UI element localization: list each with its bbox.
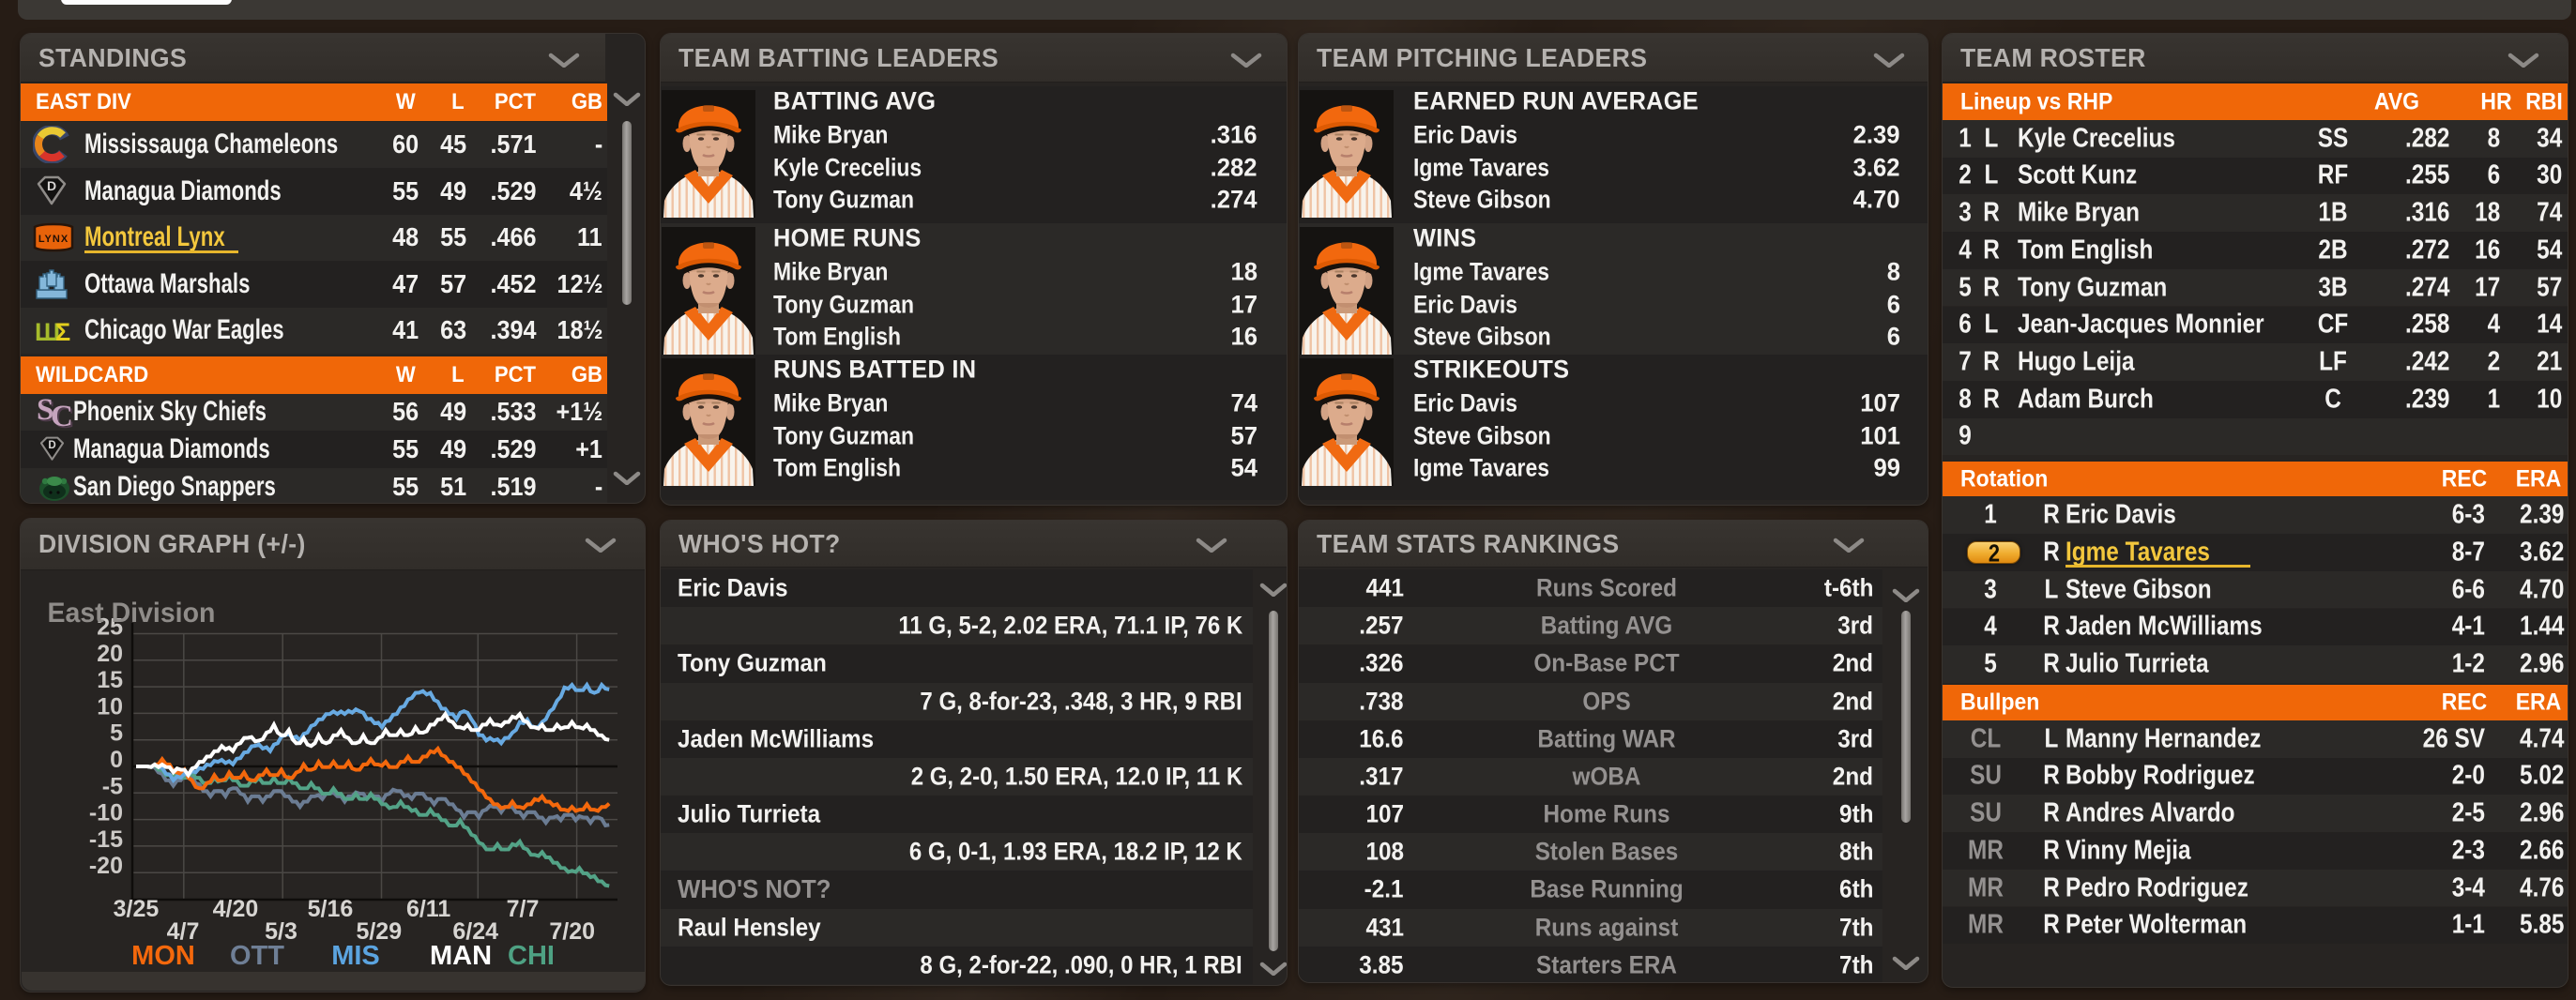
svg-text:D: D — [47, 178, 56, 193]
svg-text:C: C — [51, 400, 73, 432]
svg-text:0: 0 — [110, 747, 123, 773]
svg-text:25: 25 — [97, 614, 123, 641]
svg-text:7/20: 7/20 — [549, 918, 595, 945]
svg-text:East Division: East Division — [48, 598, 216, 629]
svg-text:D: D — [48, 440, 55, 451]
svg-text:S: S — [37, 393, 53, 427]
svg-text:5/3: 5/3 — [265, 918, 297, 945]
svg-text:Ш: Ш — [35, 318, 60, 346]
svg-text:10: 10 — [97, 693, 123, 720]
svg-text:5/16: 5/16 — [308, 896, 354, 922]
svg-text:15: 15 — [97, 667, 123, 693]
svg-text:OTT: OTT — [230, 941, 284, 971]
svg-text:-15: -15 — [89, 826, 123, 853]
svg-text:-20: -20 — [89, 853, 123, 879]
svg-text:-5: -5 — [102, 773, 123, 799]
svg-text:CHI: CHI — [508, 941, 555, 971]
svg-text:-10: -10 — [89, 800, 123, 826]
svg-text:5/29: 5/29 — [356, 918, 402, 945]
svg-text:5: 5 — [110, 720, 123, 747]
svg-text:MON: MON — [131, 941, 195, 971]
svg-text:7/7: 7/7 — [507, 896, 540, 922]
svg-text:4/7: 4/7 — [167, 918, 200, 945]
svg-text:6/11: 6/11 — [406, 896, 450, 922]
svg-text:4/20: 4/20 — [213, 896, 259, 922]
svg-text:6/24: 6/24 — [452, 918, 498, 945]
svg-text:Σ: Σ — [55, 318, 70, 346]
svg-text:3/25: 3/25 — [114, 896, 160, 922]
svg-text:MAN: MAN — [430, 941, 492, 971]
svg-text:MIS: MIS — [331, 941, 380, 971]
svg-text:LYNX: LYNX — [38, 234, 69, 245]
svg-text:20: 20 — [97, 641, 123, 667]
